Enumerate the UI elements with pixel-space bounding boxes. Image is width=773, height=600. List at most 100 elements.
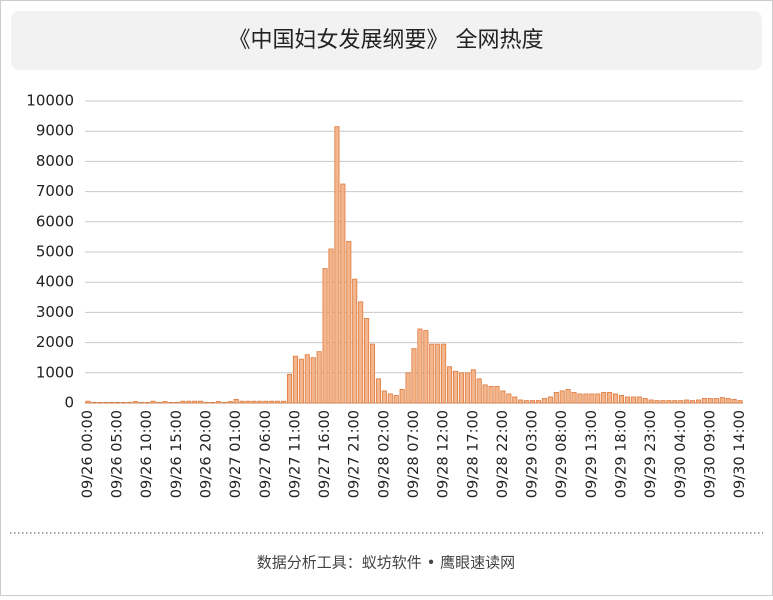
bar bbox=[375, 378, 381, 404]
bar bbox=[221, 401, 227, 404]
x-tick-label: 09/27 16:00 bbox=[317, 410, 333, 498]
bar bbox=[613, 393, 619, 404]
bar bbox=[577, 393, 583, 404]
bar bbox=[168, 401, 174, 404]
y-tick-label: 6000 bbox=[36, 212, 74, 230]
bar bbox=[559, 390, 565, 404]
bar bbox=[660, 400, 666, 404]
x-tick-label: 09/27 11:00 bbox=[287, 410, 303, 498]
bar bbox=[192, 400, 198, 404]
bar bbox=[364, 318, 370, 404]
bar bbox=[535, 400, 542, 404]
bar bbox=[458, 372, 464, 404]
bar bbox=[530, 400, 536, 404]
bar bbox=[737, 400, 743, 404]
bar bbox=[690, 400, 696, 404]
bar bbox=[636, 396, 642, 404]
bar bbox=[405, 372, 411, 404]
x-tick-label: 09/27 06:00 bbox=[258, 410, 274, 498]
x-tick-label: 09/30 04:00 bbox=[673, 410, 689, 498]
x-tick-label: 09/28 02:00 bbox=[376, 410, 392, 498]
bar bbox=[180, 400, 186, 404]
x-tick-label: 09/29 13:00 bbox=[584, 410, 600, 498]
bar bbox=[648, 399, 654, 404]
bar bbox=[464, 372, 470, 404]
bar bbox=[595, 393, 601, 404]
bar bbox=[393, 395, 399, 404]
bar bbox=[132, 401, 138, 404]
x-tick-label: 09/29 18:00 bbox=[613, 410, 629, 498]
bar bbox=[435, 343, 441, 404]
bar bbox=[352, 278, 358, 404]
x-tick-label: 09/29 23:00 bbox=[643, 410, 659, 498]
y-tick-label: 10000 bbox=[26, 92, 74, 110]
bar bbox=[719, 397, 725, 404]
bar bbox=[316, 351, 322, 404]
x-tick-label: 09/28 12:00 bbox=[436, 410, 452, 498]
bar bbox=[417, 328, 423, 404]
bar bbox=[476, 378, 482, 404]
bar bbox=[109, 401, 115, 404]
bar bbox=[447, 366, 453, 404]
x-tick-label: 09/28 17:00 bbox=[465, 410, 481, 498]
bar bbox=[292, 355, 298, 404]
x-tick-label: 09/28 22:00 bbox=[495, 410, 511, 498]
title-box bbox=[11, 11, 762, 70]
bar bbox=[547, 396, 553, 404]
bar bbox=[251, 400, 257, 404]
bar bbox=[369, 343, 376, 404]
bar bbox=[174, 401, 180, 404]
bar bbox=[233, 398, 239, 404]
x-tick-label: 09/26 05:00 bbox=[110, 410, 126, 498]
bar bbox=[672, 400, 678, 404]
bar bbox=[162, 401, 168, 404]
bar bbox=[725, 398, 731, 404]
y-tick-label: 8000 bbox=[36, 152, 74, 170]
x-tick-label: 09/29 08:00 bbox=[554, 410, 570, 498]
bar bbox=[423, 330, 429, 404]
bar bbox=[286, 373, 293, 404]
bar bbox=[470, 369, 476, 404]
bar bbox=[482, 384, 488, 404]
bar bbox=[346, 241, 352, 404]
bar bbox=[429, 343, 435, 404]
bar bbox=[156, 401, 162, 404]
bar bbox=[387, 393, 393, 404]
bar bbox=[209, 401, 215, 404]
bar bbox=[138, 401, 144, 404]
bar bbox=[310, 357, 316, 404]
x-tick-label: 09/26 15:00 bbox=[169, 410, 185, 498]
bar bbox=[630, 396, 636, 404]
x-tick-label: 09/27 01:00 bbox=[228, 410, 244, 498]
bar bbox=[524, 400, 530, 404]
bar bbox=[91, 401, 97, 404]
bar bbox=[654, 400, 660, 404]
bar bbox=[411, 348, 417, 404]
bar bbox=[666, 400, 672, 404]
bar bbox=[618, 395, 625, 404]
bar bbox=[322, 268, 328, 404]
bar bbox=[506, 393, 512, 404]
bar bbox=[186, 400, 192, 404]
x-tick-label: 09/26 20:00 bbox=[199, 410, 215, 498]
bar bbox=[541, 398, 547, 404]
bar bbox=[381, 390, 387, 404]
x-tick-label: 09/28 07:00 bbox=[406, 410, 422, 498]
bar bbox=[707, 398, 713, 404]
bar bbox=[328, 248, 334, 404]
bar bbox=[281, 400, 287, 404]
bar bbox=[334, 126, 340, 404]
bar bbox=[358, 301, 364, 404]
bar bbox=[97, 401, 103, 404]
x-tick-label: 09/29 03:00 bbox=[525, 410, 541, 498]
bar bbox=[452, 370, 459, 404]
bar bbox=[263, 400, 269, 404]
bar bbox=[678, 400, 684, 404]
bar bbox=[150, 400, 156, 404]
chart-title: 《中国妇女发展纲要》 全网热度 bbox=[229, 28, 544, 53]
bar bbox=[115, 401, 121, 404]
y-tick-label: 9000 bbox=[36, 122, 74, 140]
bar bbox=[713, 398, 719, 404]
bar bbox=[340, 183, 346, 404]
